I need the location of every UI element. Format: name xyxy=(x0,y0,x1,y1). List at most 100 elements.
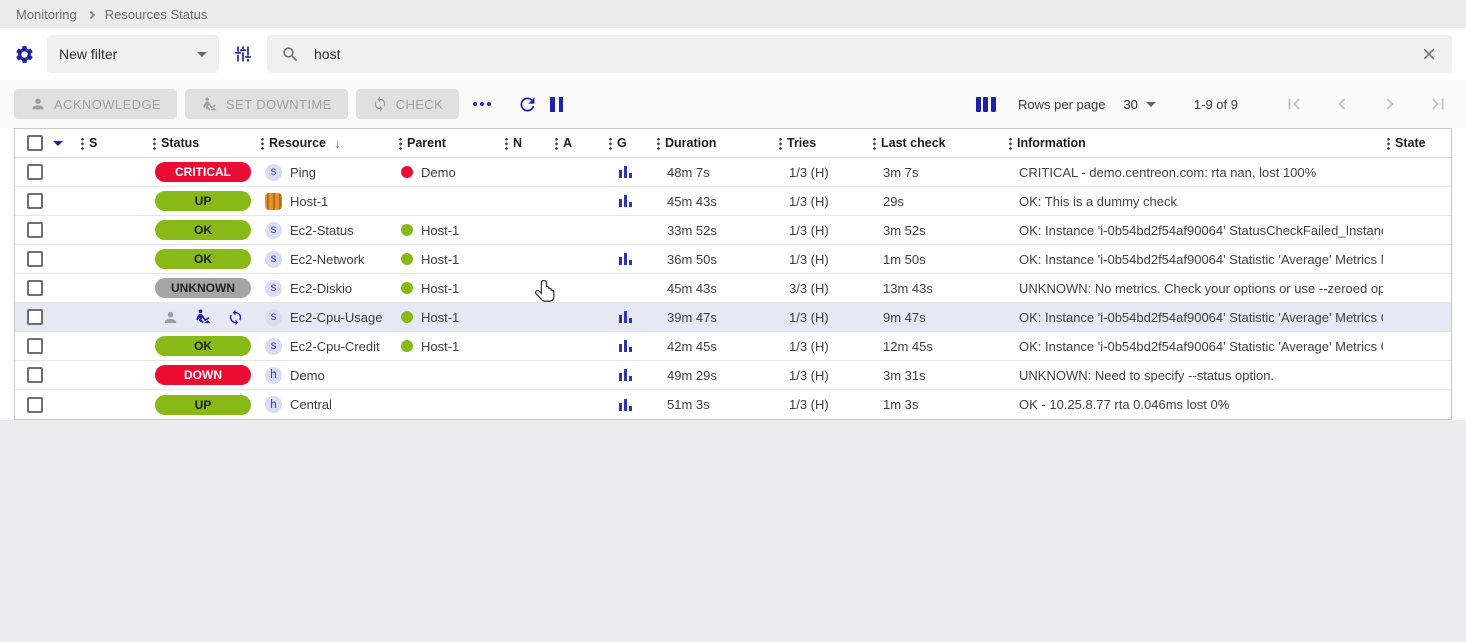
header-cell-tries[interactable]: Tries xyxy=(775,136,869,150)
chevron-down-icon xyxy=(1146,102,1156,107)
header-cell-s[interactable]: S xyxy=(77,136,149,150)
breadcrumb-item-resources-status[interactable]: Resources Status xyxy=(105,7,208,22)
filter-bar: New filter xyxy=(0,28,1466,80)
acknowledge-icon[interactable] xyxy=(162,309,179,326)
drag-handle-icon[interactable] xyxy=(1009,137,1012,150)
saved-filter-select[interactable]: New filter xyxy=(47,35,219,73)
table-row[interactable]: UP Host-1 45m 43s 1/3 (H) 29s OK: This i… xyxy=(15,187,1451,216)
select-options-chevron-icon[interactable] xyxy=(53,141,63,146)
header-cell-state[interactable]: State xyxy=(1383,136,1451,150)
next-page-icon[interactable] xyxy=(1376,90,1404,118)
header-cell-parent[interactable]: Parent xyxy=(395,136,501,150)
drag-handle-icon[interactable] xyxy=(779,137,782,150)
table-row[interactable]: OK s Ec2-Network Host-1 36m 50s 1/3 (H) … xyxy=(15,245,1451,274)
row-checkbox[interactable] xyxy=(27,280,43,296)
table-row[interactable]: OK s Ec2-Status Host-1 33m 52s 1/3 (H) 3… xyxy=(15,216,1451,245)
drag-handle-icon[interactable] xyxy=(399,137,402,150)
parent-name[interactable]: Host-1 xyxy=(421,223,459,238)
header-cell-status[interactable]: Status xyxy=(149,136,257,150)
drag-handle-icon[interactable] xyxy=(261,137,264,150)
resource-name[interactable]: Ping xyxy=(290,165,316,180)
resource-name[interactable]: Demo xyxy=(290,368,325,383)
cell-duration: 36m 50s xyxy=(653,252,775,267)
select-all-checkbox[interactable] xyxy=(27,135,43,151)
header-cell-n[interactable]: N xyxy=(501,136,551,150)
search-input[interactable] xyxy=(314,46,1406,62)
rows-per-page-select[interactable]: 30 xyxy=(1123,97,1155,112)
drag-handle-icon[interactable] xyxy=(153,137,156,150)
resource-type-icon: s xyxy=(265,251,282,268)
last-page-icon[interactable] xyxy=(1424,90,1452,118)
graph-icon[interactable] xyxy=(619,166,632,178)
graph-icon[interactable] xyxy=(619,340,632,352)
graph-icon[interactable] xyxy=(619,195,632,207)
row-checkbox[interactable] xyxy=(27,164,43,180)
resource-name[interactable]: Ec2-Cpu-Usage xyxy=(290,310,383,325)
table-row[interactable]: DOWN h Demo 49m 29s 1/3 (H) 3m 31s UNKNO… xyxy=(15,361,1451,390)
pause-autorefresh-icon[interactable] xyxy=(550,97,563,112)
header-cell-last-check[interactable]: Last check xyxy=(869,136,1005,150)
row-checkbox[interactable] xyxy=(27,193,43,209)
filter-settings-gear-icon[interactable] xyxy=(14,44,35,65)
cell-last-check: 29s xyxy=(869,194,1005,209)
status-badge: OK xyxy=(155,249,251,269)
row-checkbox[interactable] xyxy=(27,309,43,325)
parent-name[interactable]: Host-1 xyxy=(421,310,459,325)
parent-name[interactable]: Demo xyxy=(421,165,456,180)
table-row[interactable]: UNKNOWN s Ec2-Diskio Host-1 45m 43s 3/3 … xyxy=(15,274,1451,303)
resource-name[interactable]: Ec2-Cpu-Credit xyxy=(290,339,380,354)
first-page-icon[interactable] xyxy=(1280,90,1308,118)
search-field[interactable] xyxy=(267,35,1452,73)
drag-handle-icon[interactable] xyxy=(657,137,660,150)
filter-tune-icon[interactable] xyxy=(233,44,253,64)
graph-icon[interactable] xyxy=(619,369,632,381)
parent-name[interactable]: Host-1 xyxy=(421,339,459,354)
table-row[interactable]: OK s Ec2-Cpu-Credit Host-1 42m 45s 1/3 (… xyxy=(15,332,1451,361)
header-cell-resource[interactable]: Resource↓ xyxy=(257,135,395,151)
pagination-range: 1-9 of 9 xyxy=(1194,97,1238,112)
resource-name[interactable]: Host-1 xyxy=(290,194,328,209)
drag-handle-icon[interactable] xyxy=(1387,137,1390,150)
breadcrumb-separator-icon xyxy=(86,10,94,18)
row-checkbox[interactable] xyxy=(27,397,43,413)
graph-icon[interactable] xyxy=(619,311,632,323)
more-actions-icon[interactable] xyxy=(473,102,491,106)
resource-name[interactable]: Ec2-Status xyxy=(290,223,354,238)
header-cell-g[interactable]: G xyxy=(605,136,653,150)
drag-handle-icon[interactable] xyxy=(505,137,508,150)
acknowledge-button[interactable]: ACKNOWLEDGE xyxy=(14,89,177,119)
breadcrumb-item-monitoring[interactable]: Monitoring xyxy=(16,7,77,22)
row-checkbox[interactable] xyxy=(27,338,43,354)
resource-name[interactable]: Ec2-Diskio xyxy=(290,281,352,296)
header-cell-duration[interactable]: Duration xyxy=(653,136,775,150)
table-row[interactable]: CRITICAL s Ping Demo 48m 7s 1/3 (H) 3m 7… xyxy=(15,158,1451,187)
table-row[interactable]: s Ec2-Cpu-Usage Host-1 39m 47s 1/3 (H) 9… xyxy=(15,303,1451,332)
check-sync-icon[interactable] xyxy=(227,309,244,326)
drag-handle-icon[interactable] xyxy=(873,137,876,150)
resource-name[interactable]: Central xyxy=(290,397,332,412)
parent-name[interactable]: Host-1 xyxy=(421,281,459,296)
edit-columns-icon[interactable] xyxy=(976,97,996,112)
cell-graph xyxy=(605,195,653,207)
set-downtime-icon[interactable] xyxy=(194,309,212,325)
row-checkbox[interactable] xyxy=(27,367,43,383)
header-cell-a[interactable]: A xyxy=(551,136,605,150)
header-cell-information[interactable]: Information xyxy=(1005,136,1383,150)
graph-icon[interactable] xyxy=(619,399,632,411)
set-downtime-button[interactable]: SET DOWNTIME xyxy=(185,89,348,119)
drag-handle-icon[interactable] xyxy=(609,137,612,150)
drag-handle-icon[interactable] xyxy=(81,137,84,150)
cell-information: OK: Instance 'i-0b54bd2f54af90064' Stati… xyxy=(1005,310,1383,325)
drag-handle-icon[interactable] xyxy=(555,137,558,150)
row-checkbox[interactable] xyxy=(27,222,43,238)
graph-icon[interactable] xyxy=(619,253,632,265)
check-button[interactable]: CHECK xyxy=(356,89,460,119)
clear-search-icon[interactable] xyxy=(1420,45,1438,63)
table-row[interactable]: UP h Central 51m 3s 1/3 (H) 1m 3s OK - 1… xyxy=(15,390,1451,419)
previous-page-icon[interactable] xyxy=(1328,90,1356,118)
parent-name[interactable]: Host-1 xyxy=(421,252,459,267)
row-checkbox[interactable] xyxy=(27,251,43,267)
refresh-icon[interactable] xyxy=(517,94,538,115)
breadcrumb: Monitoring Resources Status xyxy=(0,0,1466,28)
resource-name[interactable]: Ec2-Network xyxy=(290,252,364,267)
